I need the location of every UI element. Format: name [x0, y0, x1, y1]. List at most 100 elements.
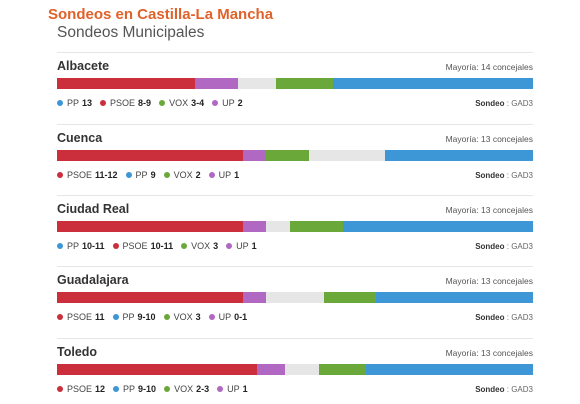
source-prefix: Sondeo: [475, 99, 505, 108]
legend-item: VOX 3: [181, 241, 218, 251]
legend-item: PP 13: [57, 98, 92, 108]
party-name: PP: [67, 241, 80, 251]
party-dot-icon: [57, 386, 63, 392]
party-seats: 12: [95, 384, 106, 394]
party-name: VOX: [173, 170, 193, 180]
party-name: UP: [222, 98, 235, 108]
source-separator: :: [504, 313, 512, 322]
source-value: GAD3: [511, 313, 533, 322]
party-dot-icon: [208, 314, 215, 320]
seat-bar: [57, 150, 533, 161]
bar-segment-other: [266, 221, 291, 232]
bar-segment-psoe: [57, 221, 243, 232]
bar-segment-up: [242, 292, 267, 303]
source-label: Sondeo : GAD3: [475, 313, 533, 322]
party-seats: 3: [195, 312, 201, 322]
party-name: PSOE: [67, 312, 93, 322]
party-name: PP: [122, 312, 135, 322]
majority-label: Mayoría: 14 concejales: [445, 62, 533, 72]
bar-segment-pp: [333, 78, 533, 89]
city-name: Guadalajara: [57, 273, 129, 287]
party-dot-icon: [57, 172, 63, 178]
bar-segment-psoe: [57, 364, 257, 375]
bar-segment-up: [242, 150, 267, 161]
bar-segment-psoe: [57, 292, 243, 303]
source-prefix: Sondeo: [475, 171, 505, 180]
seat-bar: [57, 364, 533, 375]
majority-label: Mayoría: 13 concejales: [445, 348, 533, 358]
party-dot-icon: [57, 100, 63, 106]
city-name: Cuenca: [57, 131, 103, 145]
bar-segment-vox: [266, 150, 310, 161]
party-name: VOX: [169, 98, 189, 108]
party-seats: 13: [82, 98, 93, 108]
party-dot-icon: [112, 243, 119, 249]
party-name: PSOE: [67, 384, 93, 394]
party-seats: 2: [237, 98, 243, 108]
city-block: Ciudad Real Mayoría: 13 concejales PP 10-11…: [57, 195, 533, 255]
bar-segment-other: [309, 150, 386, 161]
party-name: UP: [218, 170, 232, 180]
city-name: Toledo: [57, 345, 98, 359]
source-separator: :: [504, 171, 512, 180]
party-name: PP: [135, 170, 148, 180]
party-dot-icon: [113, 386, 120, 392]
city-block: Cuenca Mayoría: 13 concejales PSOE 11-12 PP 9…: [57, 124, 533, 184]
party-dot-icon: [226, 243, 233, 249]
source-separator: :: [504, 242, 512, 251]
bar-segment-pp: [375, 292, 533, 303]
party-dot-icon: [208, 172, 215, 178]
majority-label: Mayoría: 13 concejales: [445, 276, 533, 286]
majority-label: Mayoría: 13 concejales: [445, 205, 533, 215]
party-seats: 9-10: [138, 384, 157, 394]
party-name: PSOE: [122, 241, 148, 251]
legend-item: UP 1: [208, 170, 240, 180]
city-name: Ciudad Real: [57, 202, 130, 216]
party-dot-icon: [217, 386, 224, 392]
legend: PSOE 11-12 PP 9 VOX 2 UP 1: [57, 169, 247, 181]
legend-item: PSOE 12: [57, 384, 105, 394]
legend-item: PP 9-10: [113, 384, 156, 394]
legend-item: VOX 2-3: [164, 384, 209, 394]
party-seats: 11: [95, 312, 105, 322]
party-seats: 1: [242, 384, 248, 394]
bar-segment-psoe: [57, 78, 196, 89]
bar-segment-vox: [318, 364, 367, 375]
legend: PSOE 11 PP 9-10 VOX 3 UP 0-1: [57, 311, 255, 323]
legend-item: UP 0-1: [208, 312, 248, 322]
party-dot-icon: [164, 386, 171, 392]
bar-segment-other: [285, 364, 319, 375]
source-separator: :: [504, 385, 512, 394]
party-name: PSOE: [110, 98, 136, 108]
legend: PSOE 12 PP 9-10 VOX 2-3 UP 1: [57, 383, 256, 395]
bar-segment-pp: [366, 364, 533, 375]
source-separator: :: [504, 99, 512, 108]
legend: PP 13 PSOE 8-9 VOX 3-4 UP 2: [57, 97, 251, 109]
divider: [57, 195, 533, 196]
source-value: GAD3: [511, 171, 533, 180]
party-dot-icon: [100, 100, 107, 106]
party-dot-icon: [212, 100, 219, 106]
party-seats: 1: [234, 170, 240, 180]
party-dot-icon: [163, 172, 170, 178]
bar-segment-up: [195, 78, 238, 89]
party-name: VOX: [191, 241, 211, 251]
party-dot-icon: [163, 314, 170, 320]
source-label: Sondeo : GAD3: [475, 99, 533, 108]
bar-segment-vox: [323, 292, 376, 303]
party-name: PP: [67, 98, 80, 108]
legend-item: PP 9-10: [112, 312, 156, 322]
city-name: Albacete: [57, 59, 110, 73]
legend-item: VOX 2: [163, 170, 201, 180]
city-block: Albacete Mayoría: 14 concejales PP 13 PSOE 8-…: [57, 52, 533, 112]
legend-item: PP 9: [125, 170, 156, 180]
party-dot-icon: [181, 243, 188, 249]
party-dot-icon: [159, 100, 166, 106]
party-dot-icon: [112, 314, 119, 320]
legend: PP 10-11 PSOE 10-11 VOX 3 UP 1: [57, 240, 265, 252]
divider: [57, 266, 533, 267]
party-name: UP: [236, 241, 249, 251]
party-dot-icon: [57, 243, 63, 249]
legend-item: UP 1: [217, 384, 248, 394]
party-seats: 0-1: [234, 312, 248, 322]
